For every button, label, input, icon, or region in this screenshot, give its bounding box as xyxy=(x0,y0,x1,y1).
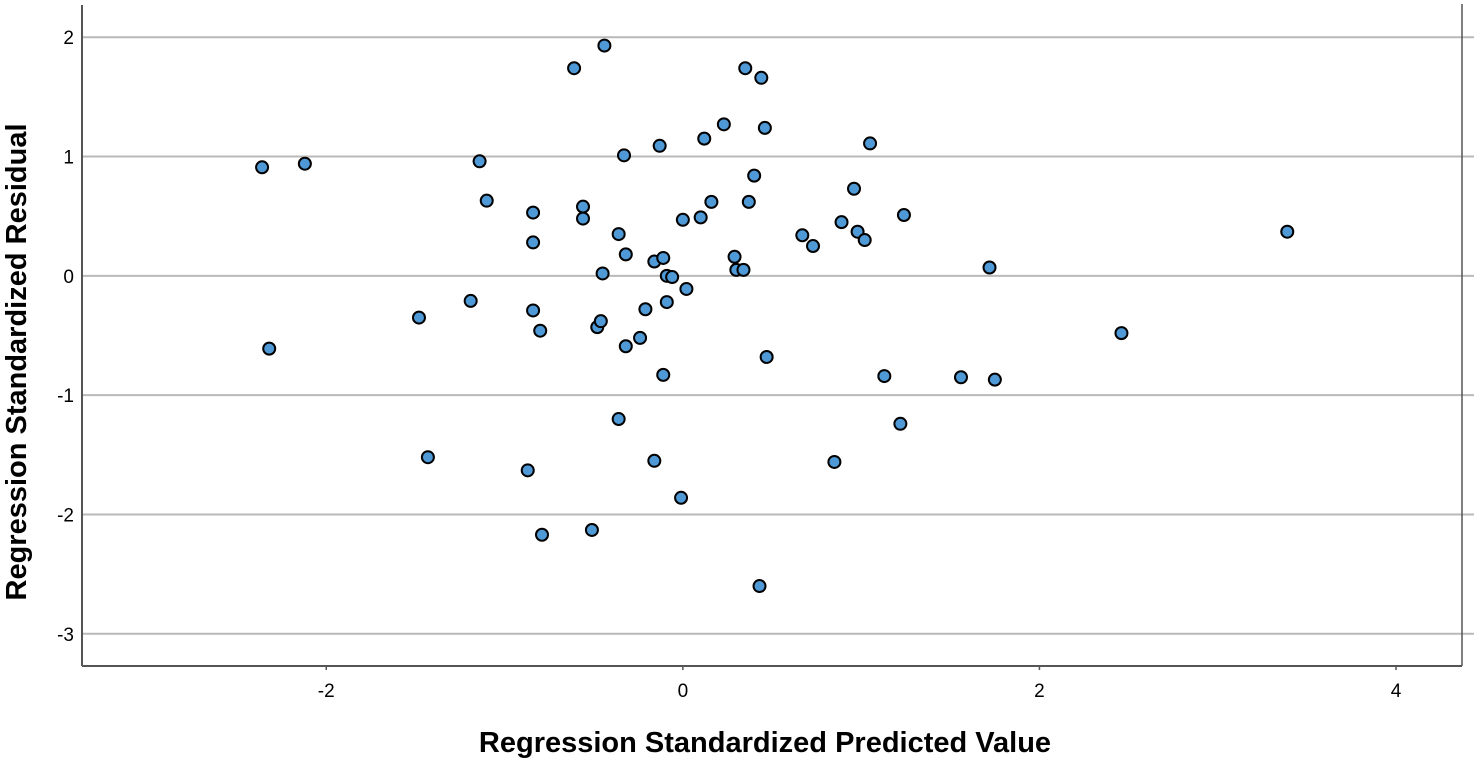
data-point xyxy=(665,270,680,285)
data-point xyxy=(847,181,862,196)
data-point xyxy=(827,454,842,469)
data-point xyxy=(533,323,548,338)
data-point xyxy=(576,211,591,226)
data-point xyxy=(759,349,774,364)
data-point xyxy=(526,235,541,250)
y-tick-label: 2 xyxy=(63,28,74,49)
data-point xyxy=(472,154,487,169)
data-point xyxy=(679,281,694,296)
data-points xyxy=(255,38,1295,594)
data-point xyxy=(716,117,731,132)
data-point xyxy=(659,295,674,310)
data-point xyxy=(633,330,648,345)
data-point xyxy=(747,168,762,183)
data-point xyxy=(420,450,435,465)
x-tick-label: 4 xyxy=(1391,681,1402,702)
data-point xyxy=(411,310,426,325)
data-point xyxy=(806,239,821,254)
data-point xyxy=(262,341,277,356)
data-point xyxy=(593,314,608,329)
axes xyxy=(81,4,1463,670)
data-point xyxy=(675,212,690,227)
data-point xyxy=(752,579,767,594)
data-point xyxy=(611,227,626,242)
data-point xyxy=(520,463,535,478)
data-point xyxy=(647,453,662,468)
data-point xyxy=(567,61,582,76)
tick-labels: -3 -2 -1 0 1 2 -2 0 2 4 xyxy=(57,28,1402,702)
data-point xyxy=(617,148,632,163)
data-point xyxy=(638,302,653,317)
gridlines xyxy=(82,36,1474,635)
data-point xyxy=(982,260,997,275)
data-point xyxy=(463,293,478,308)
data-point xyxy=(618,339,633,354)
data-point xyxy=(863,136,878,151)
data-point xyxy=(576,199,591,214)
data-point xyxy=(674,490,689,505)
data-point xyxy=(727,249,742,264)
data-point xyxy=(526,303,541,318)
data-point xyxy=(704,194,719,209)
data-point xyxy=(597,38,612,53)
data-point xyxy=(611,412,626,427)
data-point xyxy=(1280,224,1295,239)
data-point xyxy=(795,228,810,243)
data-point xyxy=(738,61,753,76)
x-tick-label: 2 xyxy=(1034,681,1045,702)
data-point xyxy=(535,527,549,542)
data-point xyxy=(953,370,968,385)
data-point xyxy=(1114,326,1129,341)
y-axis-title: Regression Standardized Residual xyxy=(1,123,33,600)
x-tick-label: 0 xyxy=(678,681,689,702)
y-tick-label: -3 xyxy=(57,625,74,646)
data-point xyxy=(834,215,849,230)
data-point xyxy=(255,160,270,175)
x-tick-label: -2 xyxy=(318,681,335,702)
data-point xyxy=(479,193,494,208)
data-point xyxy=(656,250,671,265)
y-tick-label: -1 xyxy=(57,386,74,407)
data-point xyxy=(893,416,908,431)
data-point xyxy=(987,372,1002,387)
data-point xyxy=(656,367,671,382)
data-point xyxy=(857,233,872,248)
data-point xyxy=(736,262,751,277)
data-point xyxy=(693,210,708,225)
data-point xyxy=(741,194,756,209)
data-point xyxy=(757,120,772,135)
data-point xyxy=(652,138,667,153)
y-tick-label: 0 xyxy=(63,267,74,288)
data-point xyxy=(618,247,633,262)
data-point xyxy=(584,522,599,537)
y-tick-label: 1 xyxy=(63,148,74,169)
x-axis-title: Regression Standardized Predicted Value xyxy=(479,727,1051,759)
data-point xyxy=(526,205,541,220)
data-point xyxy=(697,131,712,146)
data-point xyxy=(896,207,911,222)
data-point xyxy=(297,156,312,171)
y-tick-label: -2 xyxy=(57,505,74,526)
data-point xyxy=(595,266,610,281)
data-point xyxy=(877,369,892,384)
data-point xyxy=(754,70,769,85)
